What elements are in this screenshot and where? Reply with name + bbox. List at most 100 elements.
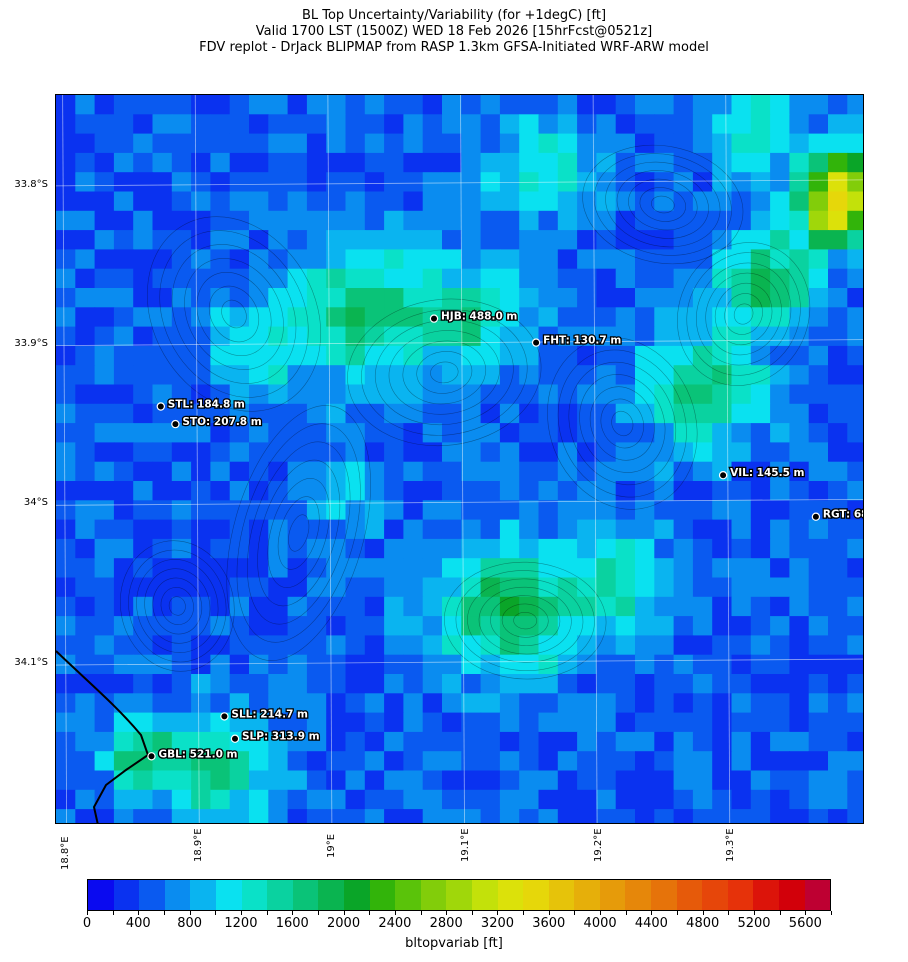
grid-cell (596, 519, 617, 540)
grid-cell (538, 809, 559, 823)
colorbar-segment (753, 880, 780, 910)
station-dot[interactable] (718, 471, 728, 480)
grid-cell (480, 423, 501, 443)
grid-cell (249, 654, 269, 675)
grid-cell (229, 249, 250, 270)
grid-cell (133, 345, 154, 366)
colorbar-tick-label: 2400 (378, 916, 412, 931)
grid-cell (75, 191, 96, 212)
grid-cell (480, 789, 501, 810)
grid-cell (828, 693, 848, 714)
grid-cell (326, 596, 347, 617)
grid-cell (442, 596, 462, 617)
grid-cell (56, 249, 76, 270)
station-dot[interactable] (220, 712, 229, 721)
grid-cell (229, 384, 250, 405)
station-sto[interactable]: STO: 207.8 m (171, 415, 263, 429)
grid-cell (635, 558, 655, 579)
grid-cell (113, 191, 134, 212)
grid-cell (615, 114, 636, 135)
grid-cell (268, 288, 289, 308)
contour-line (557, 349, 687, 498)
grid-cell (229, 423, 250, 443)
grid-cell (268, 172, 289, 193)
grid-cell (692, 693, 713, 714)
grid-cell (519, 249, 540, 270)
grid-cell (499, 558, 520, 579)
grid-cell (673, 770, 694, 791)
station-slp[interactable]: SLP: 313.9 m (230, 729, 321, 744)
grid-cell (364, 268, 385, 289)
grid-cell (577, 770, 597, 791)
station-dot[interactable] (147, 752, 156, 761)
grid-cell (133, 712, 154, 733)
grid-cell (731, 384, 752, 405)
grid-cell (499, 751, 520, 772)
grid-cell (499, 365, 520, 386)
grid-cell (268, 384, 289, 405)
grid-cell (249, 345, 269, 366)
grid-cell (268, 693, 289, 714)
colorbar-tick-label: 400 (125, 916, 151, 931)
station-gbl[interactable]: GBL: 521.0 m (147, 747, 239, 762)
grid-cell (326, 403, 347, 424)
contour-line (136, 559, 219, 653)
station-dot[interactable] (429, 314, 439, 323)
grid-cell (615, 461, 636, 482)
grid-cell (519, 288, 540, 308)
station-stl[interactable]: STL: 184.8 m (156, 397, 246, 412)
station-vil[interactable]: VIL: 145.5 m (718, 466, 806, 481)
grid-cell (422, 558, 443, 579)
grid-cell (133, 461, 154, 482)
grid-cell (828, 538, 848, 559)
grid-cell (133, 558, 154, 579)
grid-cell (635, 114, 655, 135)
grid-cell (577, 95, 597, 115)
station-dot[interactable] (156, 402, 166, 411)
grid-cell (828, 172, 848, 193)
station-sll[interactable]: SLL: 214.7 m (220, 707, 309, 722)
grid-cell (673, 654, 694, 675)
colorbar-segment (164, 880, 191, 910)
grid-cell (133, 210, 154, 231)
grid-cell (615, 809, 636, 823)
station-markers[interactable]: HJB: 488.0 m FHT: 130.7 m STL: 184.8 m STO:… (147, 309, 864, 762)
grid-cell (249, 693, 269, 714)
grid-cell (152, 693, 173, 714)
grid-cell (56, 616, 76, 636)
contour-line (144, 568, 211, 644)
grid-cell (596, 577, 617, 598)
grid-cell (75, 114, 96, 135)
grid-cell (94, 133, 115, 154)
grid-cell (403, 210, 424, 231)
station-rgt[interactable]: RGT: 68.1 m (811, 507, 864, 522)
grid-cell (577, 789, 597, 810)
map-canvas[interactable]: HJB: 488.0 m FHT: 130.7 m STL: 184.8 m STO:… (56, 95, 864, 824)
grid-cell (712, 345, 733, 366)
colorbar-segment (625, 880, 652, 910)
grid-cell (577, 538, 597, 559)
station-dot[interactable] (811, 512, 821, 521)
grid-cell (113, 288, 134, 308)
station-dot[interactable] (531, 338, 541, 347)
station-dot[interactable] (230, 734, 240, 743)
colorbar-segment (804, 880, 831, 910)
grid-cell (750, 654, 771, 675)
grid-cell (229, 172, 250, 193)
map-panel[interactable]: HJB: 488.0 m FHT: 130.7 m STL: 184.8 m STO:… (55, 94, 864, 824)
grid-cell (596, 95, 617, 115)
grid-cell (577, 519, 597, 540)
colorbar-tick-label: 4400 (634, 916, 668, 931)
grid-cell (94, 519, 115, 540)
grid-cell (847, 95, 863, 115)
grid-cell (210, 288, 231, 308)
station-fht[interactable]: FHT: 130.7 m (531, 333, 623, 348)
grid-cell (499, 114, 520, 135)
grid-cell (171, 809, 192, 823)
grid-cell (692, 191, 713, 212)
station-dot[interactable] (171, 419, 180, 429)
station-hjb[interactable]: HJB: 488.0 m (429, 309, 519, 324)
colorbar-segment (779, 880, 805, 910)
grid-cell (229, 693, 250, 714)
grid-cell (94, 635, 115, 656)
